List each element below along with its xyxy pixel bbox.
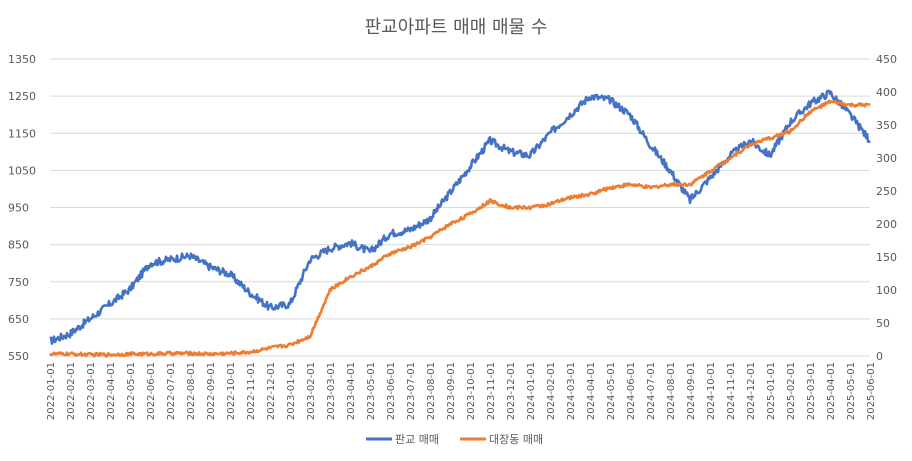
x-tick-label: 2022-10-01 (226, 362, 237, 420)
x-tick-label: 2023-07-01 (406, 362, 417, 420)
x-tick-label: 2025-03-01 (806, 362, 817, 420)
x-tick-label: 2022-12-01 (266, 362, 277, 420)
y-left-tick-label: 650 (8, 313, 29, 326)
y-left-tick-label: 1350 (8, 53, 36, 66)
chart-title: 판교아파트 매매 매물 수 (365, 17, 548, 38)
x-tick-label: 2022-08-01 (186, 362, 197, 420)
y-left-tick-label: 950 (8, 202, 29, 215)
x-tick-label: 2023-05-01 (366, 362, 377, 420)
x-tick-label: 2022-05-01 (126, 362, 137, 420)
y-axis-left: 550 650 750 850 950 1050 1150 1250 1350 (8, 53, 36, 363)
x-tick-label: 2025-06-01 (866, 362, 877, 420)
x-tick-label: 2025-04-01 (826, 362, 837, 420)
legend-label: 대장동 매매 (489, 433, 543, 446)
x-tick-label: 2024-02-01 (546, 362, 557, 420)
x-tick-label: 2024-12-01 (746, 362, 757, 420)
x-tick-label: 2024-09-01 (686, 362, 697, 420)
legend: 판교 매매 대장동 매매 (366, 433, 543, 446)
y-right-tick-label: 400 (876, 86, 897, 99)
y-left-tick-label: 1150 (8, 127, 36, 140)
x-tick-label: 2022-09-01 (206, 362, 217, 420)
x-tick-label: 2023-12-01 (506, 362, 517, 420)
x-tick-label: 2024-01-01 (526, 362, 537, 420)
y-left-tick-label: 750 (8, 276, 29, 289)
x-tick-label: 2023-10-01 (466, 362, 477, 420)
x-tick-label: 2023-08-01 (426, 362, 437, 420)
x-tick-label: 2022-04-01 (106, 362, 117, 420)
x-tick-label: 2023-03-01 (326, 362, 337, 420)
x-tick-label: 2023-01-01 (286, 362, 297, 420)
series-line-1 (49, 99, 871, 358)
y-right-tick-label: 250 (876, 185, 897, 198)
gridlines (50, 58, 870, 357)
y-right-tick-label: 350 (876, 119, 897, 132)
legend-label: 판교 매매 (395, 433, 439, 446)
y-left-tick-label: 1250 (8, 90, 36, 103)
x-tick-label: 2024-04-01 (586, 362, 597, 420)
x-tick-label: 2024-10-01 (706, 362, 717, 420)
x-tick-label: 2023-06-01 (386, 362, 397, 420)
y-left-tick-label: 1050 (8, 164, 36, 177)
x-tick-label: 2023-09-01 (446, 362, 457, 420)
x-tick-label: 2023-02-01 (306, 362, 317, 420)
x-tick-label: 2022-11-01 (246, 362, 257, 420)
x-tick-label: 2022-03-01 (86, 362, 97, 420)
x-tick-label: 2025-01-01 (766, 362, 777, 420)
y-right-tick-label: 450 (876, 53, 897, 66)
y-right-tick-label: 0 (876, 350, 883, 363)
x-tick-label: 2024-08-01 (666, 362, 677, 420)
x-axis: 2022-01-01 2022-02-01 2022-03-01 2022-04-01… (46, 362, 877, 420)
y-right-tick-label: 100 (876, 284, 897, 297)
x-tick-label: 2025-02-01 (786, 362, 797, 420)
x-tick-label: 2022-01-01 (46, 362, 57, 420)
x-tick-label: 2023-11-01 (486, 362, 497, 420)
x-tick-label: 2022-07-01 (166, 362, 177, 420)
x-tick-label: 2024-05-01 (606, 362, 617, 420)
y-axis-right: 0 50 100 150 200 250 300 350 400 450 (876, 53, 897, 363)
y-left-tick-label: 550 (8, 350, 29, 363)
x-tick-label: 2022-02-01 (66, 362, 77, 420)
series-line-0 (49, 89, 871, 345)
y-right-tick-label: 200 (876, 218, 897, 231)
x-tick-label: 2023-04-01 (346, 362, 357, 420)
y-left-tick-label: 850 (8, 239, 29, 252)
y-right-tick-label: 50 (876, 317, 890, 330)
y-right-tick-label: 300 (876, 152, 897, 165)
x-tick-label: 2024-06-01 (626, 362, 637, 420)
x-tick-label: 2025-05-01 (846, 362, 857, 420)
x-tick-label: 2024-03-01 (566, 362, 577, 420)
x-tick-label: 2022-06-01 (146, 362, 157, 420)
x-tick-label: 2024-07-01 (646, 362, 657, 420)
series (49, 89, 871, 358)
x-tick-label: 2024-11-01 (726, 362, 737, 420)
y-right-tick-label: 150 (876, 251, 897, 264)
